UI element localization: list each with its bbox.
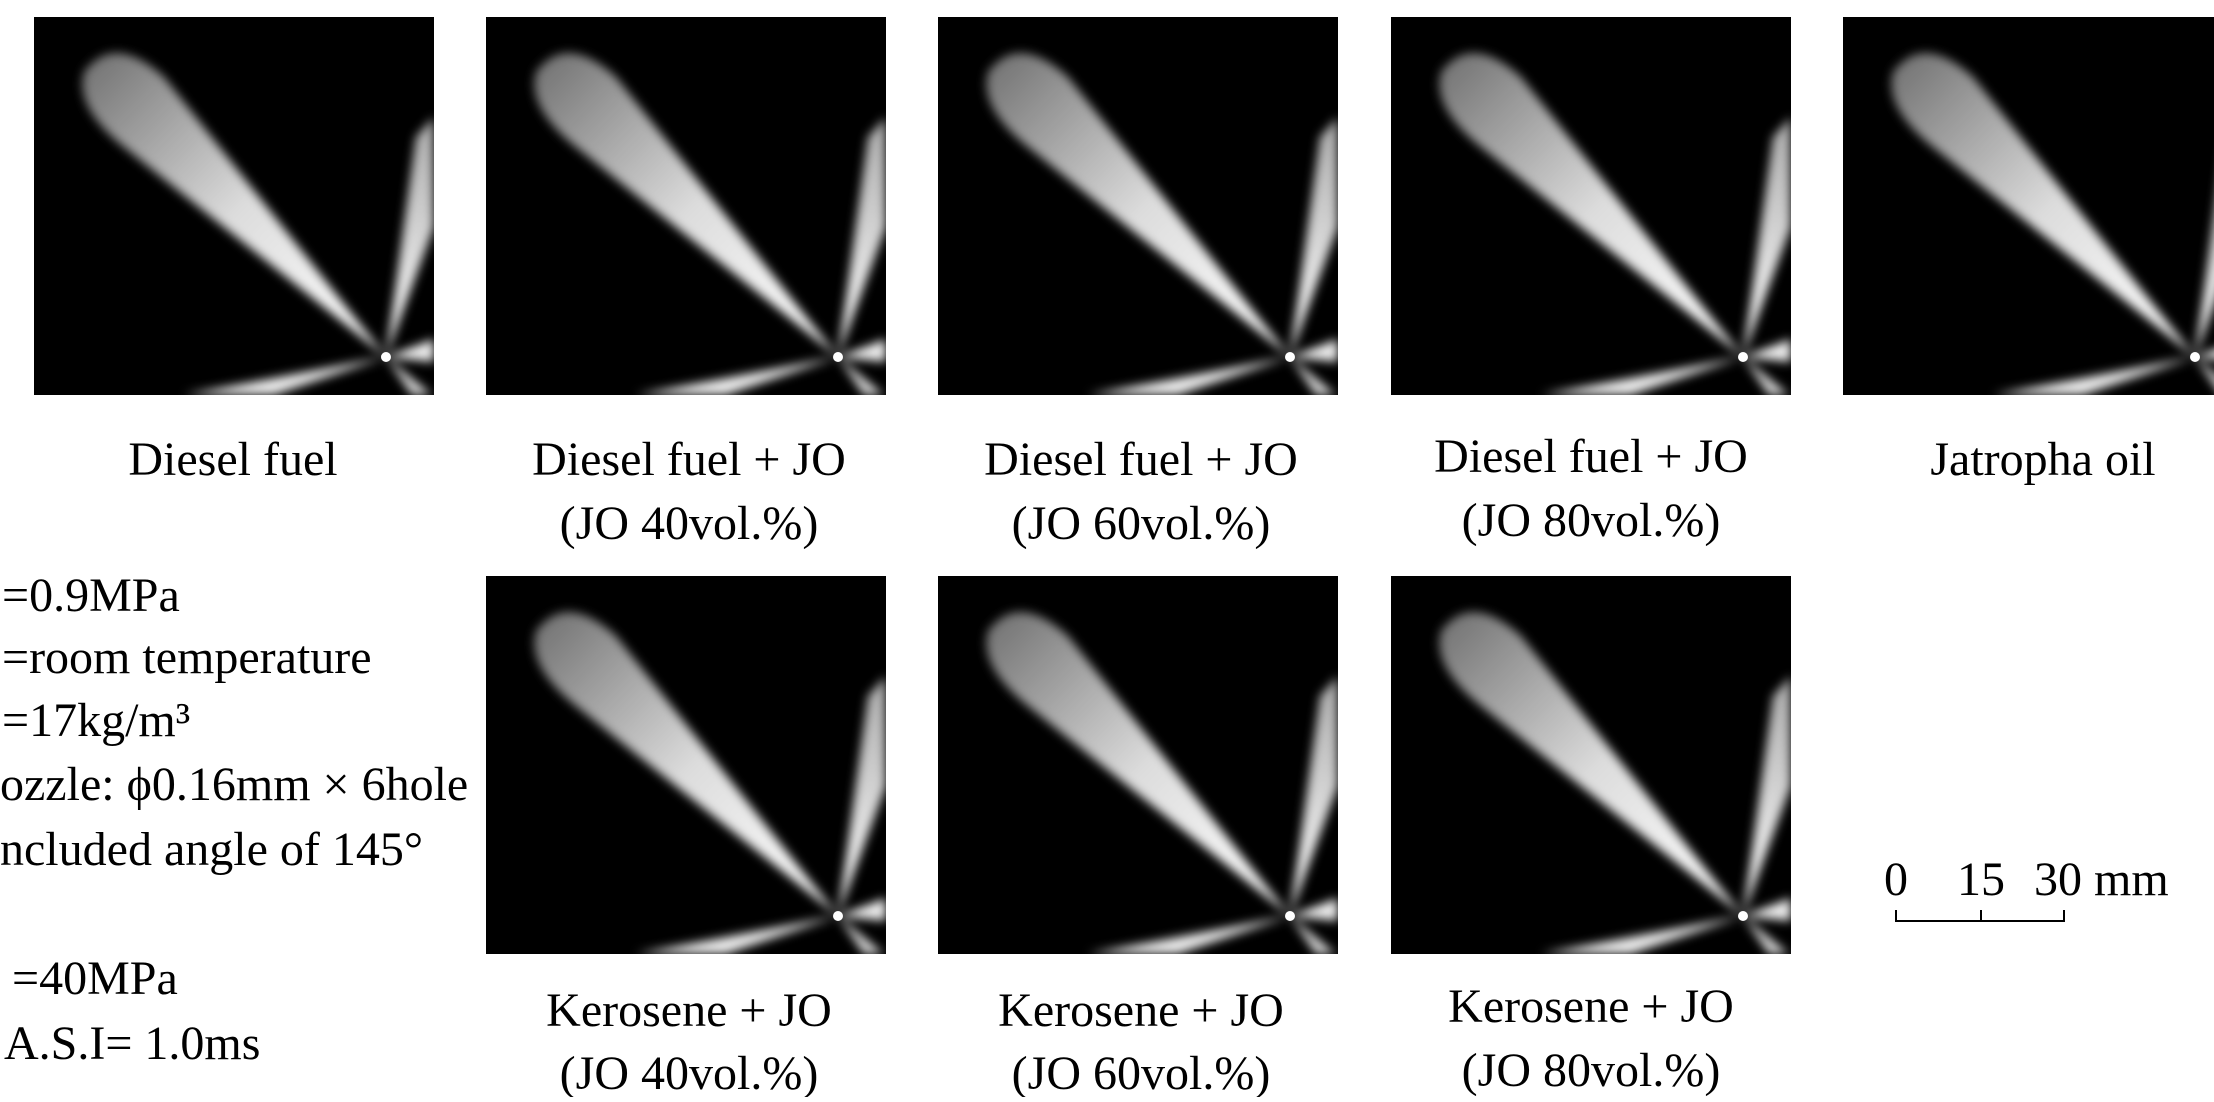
caption: Diesel fuel + JO xyxy=(1434,430,1748,483)
spray-image xyxy=(938,17,1338,395)
condition: =room temperature xyxy=(2,631,372,684)
condition: =17kg/m³ xyxy=(2,694,190,747)
caption: (JO 60vol.%) xyxy=(1012,1047,1271,1097)
condition: A.S.I= 1.0ms xyxy=(4,1017,260,1070)
caption: Kerosene + JO xyxy=(1448,980,1734,1033)
scale-bar xyxy=(1895,910,2065,922)
scale-label: 30 mm xyxy=(2034,853,2169,906)
caption: Jatropha oil xyxy=(1930,433,2155,486)
caption: (JO 80vol.%) xyxy=(1462,494,1721,547)
condition: =0.9MPa xyxy=(2,569,180,622)
caption: (JO 40vol.%) xyxy=(560,497,819,550)
page: {"top_row": [ {"line1": "Diesel fuel"}, … xyxy=(0,0,2214,1097)
spray-image xyxy=(486,576,886,954)
caption: Diesel fuel + JO xyxy=(532,433,846,486)
spray-image xyxy=(1391,17,1791,395)
caption: Kerosene + JO xyxy=(546,984,832,1037)
scale-label: 15 xyxy=(1957,853,2005,906)
spray-image xyxy=(34,17,434,395)
caption: (JO 80vol.%) xyxy=(1462,1044,1721,1097)
spray-image xyxy=(1391,576,1791,954)
figure: Diesel fuel Diesel fuel + JO (JO 40vol.%… xyxy=(0,0,2214,1097)
spray-image xyxy=(486,17,886,395)
scale-label: 0 xyxy=(1884,853,1908,906)
condition: ozzle: ϕ0.16mm × 6hole xyxy=(0,758,468,811)
condition: =40MPa xyxy=(12,952,178,1005)
caption: Kerosene + JO xyxy=(998,984,1284,1037)
condition: ncluded angle of 145° xyxy=(0,823,423,876)
spray-image xyxy=(1843,17,2214,395)
caption: (JO 40vol.%) xyxy=(560,1047,819,1097)
spray-image xyxy=(938,576,1338,954)
caption: Diesel fuel xyxy=(128,433,337,486)
caption: Diesel fuel + JO xyxy=(984,433,1298,486)
caption: (JO 60vol.%) xyxy=(1012,497,1271,550)
